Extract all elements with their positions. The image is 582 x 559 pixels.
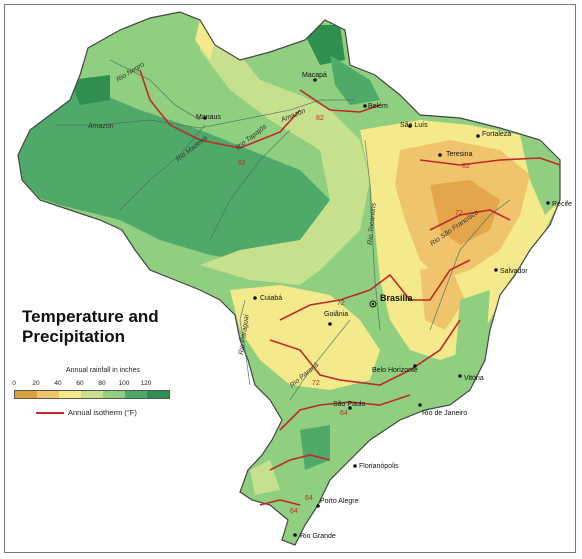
isotherm-lines (139, 69, 561, 506)
isotherm-label: 64 (340, 410, 348, 417)
legend-tick: 40 (54, 380, 62, 387)
city-label: Goiânia (324, 311, 348, 318)
city-label: Florianópolis (359, 463, 399, 470)
legend-tick: 120 (140, 380, 152, 387)
isotherm-label: 72 (312, 380, 320, 387)
isotherm-label: 82 (238, 160, 246, 167)
city-label: Cuiabá (260, 295, 282, 302)
city-label: Vitória (464, 375, 484, 382)
city-label: Salvador (500, 268, 528, 275)
isotherm-label: 82 (462, 163, 470, 170)
river-label: Amazon (87, 123, 114, 130)
isotherm-label: 72 (337, 300, 345, 307)
map-frame (4, 4, 576, 553)
city-label: Porto Alegre (320, 498, 359, 505)
map-title: Temperature and Precipitation (22, 307, 159, 347)
isotherm-legend: Annual isotherm (°F) (36, 408, 137, 417)
river-label: Rio Tocantins (367, 202, 378, 245)
city-label: Rio Grande (300, 533, 336, 540)
river-lines (55, 59, 511, 401)
legend-swatch (37, 391, 59, 398)
isotherm-label: 82 (316, 115, 324, 122)
city-label: Rio de Janeiro (422, 410, 467, 417)
legend-swatch (81, 391, 103, 398)
city-label: São Luís (400, 122, 428, 129)
city-label: Belém (368, 103, 388, 110)
isotherm-label: 72 (455, 210, 463, 217)
city-label: Manaus (196, 114, 221, 121)
legend-tick: 80 (98, 380, 106, 387)
legend-tick: 20 (32, 380, 40, 387)
title-line-2: Precipitation (22, 327, 125, 346)
city-label-capital: Brasília (380, 293, 414, 303)
legend-tick: 100 (118, 380, 130, 387)
city-label: Fortaleza (482, 131, 511, 138)
city-label: Recife (552, 201, 572, 208)
legend-swatch (125, 391, 147, 398)
isotherm-label: 64 (290, 508, 298, 515)
city-label: São Paulo (333, 401, 365, 408)
legend-swatch (59, 391, 81, 398)
city-markers (203, 78, 550, 537)
city-labels: Macapá Belém Manaus São Luís Fortaleza T… (196, 72, 572, 540)
title-line-1: Temperature and (22, 307, 159, 326)
legend-rainfall-title: Annual rainfall in inches (66, 367, 140, 374)
legend-swatch (147, 391, 169, 398)
city-label: Teresina (446, 151, 473, 158)
isotherm-labels: 82 82 82 72 72 72 64 64 64 (238, 115, 470, 515)
isotherm-label: 64 (305, 495, 313, 502)
isotherm-legend-swatch (36, 411, 64, 414)
legend-ticks: 0 20 40 60 80 100 120 (12, 380, 172, 390)
legend-color-bar (14, 390, 170, 399)
legend-swatch (103, 391, 125, 398)
isotherm-legend-label: Annual isotherm (°F) (68, 408, 137, 417)
legend-swatch (15, 391, 37, 398)
legend-tick: 0 (12, 380, 16, 387)
legend-tick: 60 (76, 380, 84, 387)
city-label: Belo Horizonte (372, 367, 418, 374)
city-label: Macapá (302, 72, 327, 79)
